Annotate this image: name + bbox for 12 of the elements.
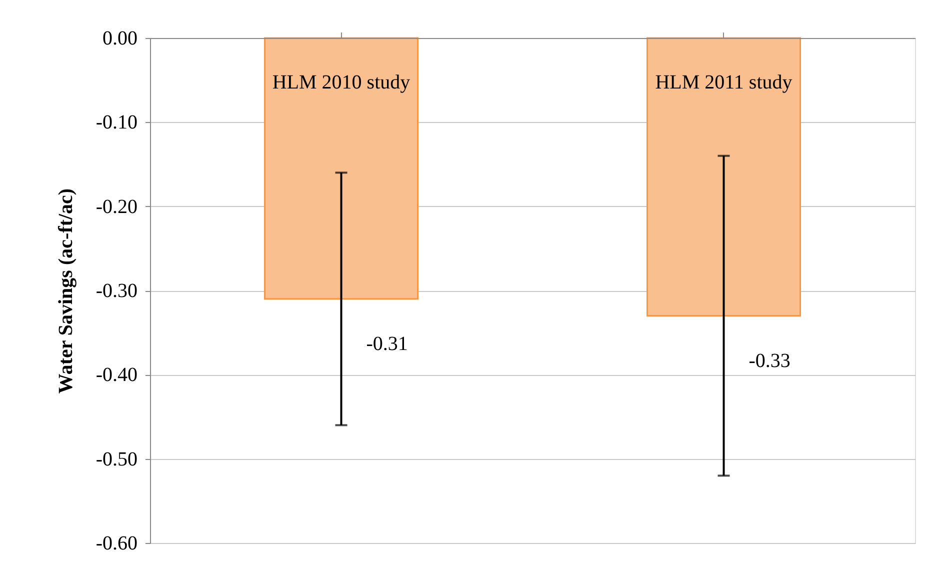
x-tick-label: HLM 2011 study xyxy=(655,72,792,94)
data-label: -0.33 xyxy=(748,350,790,372)
y-tick-label: -0.40 xyxy=(96,364,138,386)
y-tick-label: -0.20 xyxy=(96,196,138,218)
x-tick-label: HLM 2010 study xyxy=(272,72,410,94)
y-axis-title: Water Savings (ac-ft/ac) xyxy=(54,188,77,394)
y-tick-label: 0.00 xyxy=(102,28,138,50)
data-label: -0.31 xyxy=(366,332,408,355)
y-tick-label: -0.10 xyxy=(96,112,138,134)
y-tick-label: -0.60 xyxy=(96,532,138,554)
y-tick-label: -0.30 xyxy=(96,280,138,302)
y-tick-label: -0.50 xyxy=(96,448,138,470)
